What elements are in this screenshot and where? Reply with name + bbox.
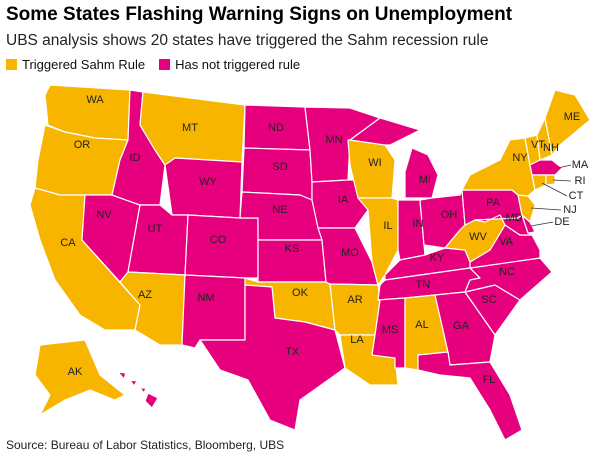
legend-item: Has not triggered rule <box>159 57 300 72</box>
state-label: ID <box>130 152 141 164</box>
state-label: WA <box>86 94 104 106</box>
state-label: KY <box>430 252 445 264</box>
legend: Triggered Sahm Rule Has not triggered rul… <box>6 57 300 72</box>
state-label: MI <box>419 174 431 186</box>
state-label: MN <box>325 134 342 146</box>
state-label: UT <box>148 223 163 235</box>
state-label: AL <box>415 319 428 331</box>
title: Some States Flashing Warning Signs on Un… <box>6 4 513 25</box>
state-label: TX <box>285 346 300 358</box>
state-label: WV <box>469 231 487 243</box>
state-label: AZ <box>138 289 152 301</box>
state-label: MT <box>182 122 198 134</box>
legend-swatch <box>159 59 171 70</box>
state <box>329 283 381 336</box>
state <box>164 157 243 219</box>
state-label: RI <box>575 175 586 187</box>
state-label: IA <box>338 194 349 206</box>
state <box>34 339 126 416</box>
state-label: NJ <box>563 204 576 216</box>
state <box>117 371 159 409</box>
state <box>29 187 141 331</box>
state-label: DE <box>554 216 569 228</box>
state-label: MO <box>341 247 359 259</box>
state-label: IN <box>413 218 424 230</box>
state-label: SC <box>481 294 496 306</box>
state-label: TN <box>416 279 431 291</box>
state-label: NE <box>272 204 287 216</box>
state-label: CA <box>60 237 76 249</box>
state <box>545 174 556 186</box>
state-label: SD <box>272 161 287 173</box>
state-label: MD <box>505 212 522 224</box>
state-label: IL <box>383 220 392 232</box>
legend-label: Has not triggered rule <box>175 57 301 72</box>
state-label: CO <box>210 234 227 246</box>
state-label: OK <box>292 287 309 299</box>
state-label: NY <box>512 152 528 164</box>
state <box>529 159 563 176</box>
leader-line <box>552 179 572 182</box>
legend-item: Triggered Sahm Rule <box>6 57 145 72</box>
state-label: WI <box>368 157 381 169</box>
state-label: FL <box>483 374 496 386</box>
state-label: MA <box>572 159 589 171</box>
state <box>531 174 547 191</box>
state-label: NV <box>96 209 112 221</box>
state <box>311 179 369 229</box>
state-label: OH <box>441 209 458 221</box>
state <box>417 351 523 441</box>
state-label: GA <box>453 320 470 332</box>
state-label: ND <box>268 122 284 134</box>
state-label: NC <box>499 266 515 278</box>
state-label: VT <box>531 139 545 151</box>
state-label: KS <box>285 243 300 255</box>
subtitle: UBS analysis shows 20 states have trigge… <box>6 32 489 49</box>
state <box>461 137 536 197</box>
state <box>184 214 259 279</box>
state-label: NH <box>543 142 559 154</box>
state-label: AR <box>347 294 362 306</box>
leader-line <box>530 207 562 211</box>
state <box>181 274 246 349</box>
leader-line <box>557 164 572 169</box>
state <box>474 214 533 236</box>
legend-label: Triggered Sahm Rule <box>22 57 146 72</box>
legend-swatch <box>6 59 17 70</box>
state-label: PA <box>486 197 501 209</box>
state <box>199 284 346 431</box>
state-label: AK <box>68 366 83 378</box>
state <box>544 89 591 156</box>
state-label: LA <box>350 334 364 346</box>
state-label: CT <box>569 190 584 202</box>
leader-line <box>530 221 554 227</box>
state-label: VA <box>499 236 514 248</box>
state <box>464 257 553 301</box>
source: Source: Bureau of Labor Statistics, Bloo… <box>6 438 285 452</box>
state-label: OR <box>74 139 91 151</box>
state-label: MS <box>382 324 399 336</box>
state-label: WY <box>199 176 217 188</box>
state-label: ME <box>564 111 581 123</box>
state-label: NM <box>197 292 214 304</box>
leader-line <box>541 182 568 197</box>
